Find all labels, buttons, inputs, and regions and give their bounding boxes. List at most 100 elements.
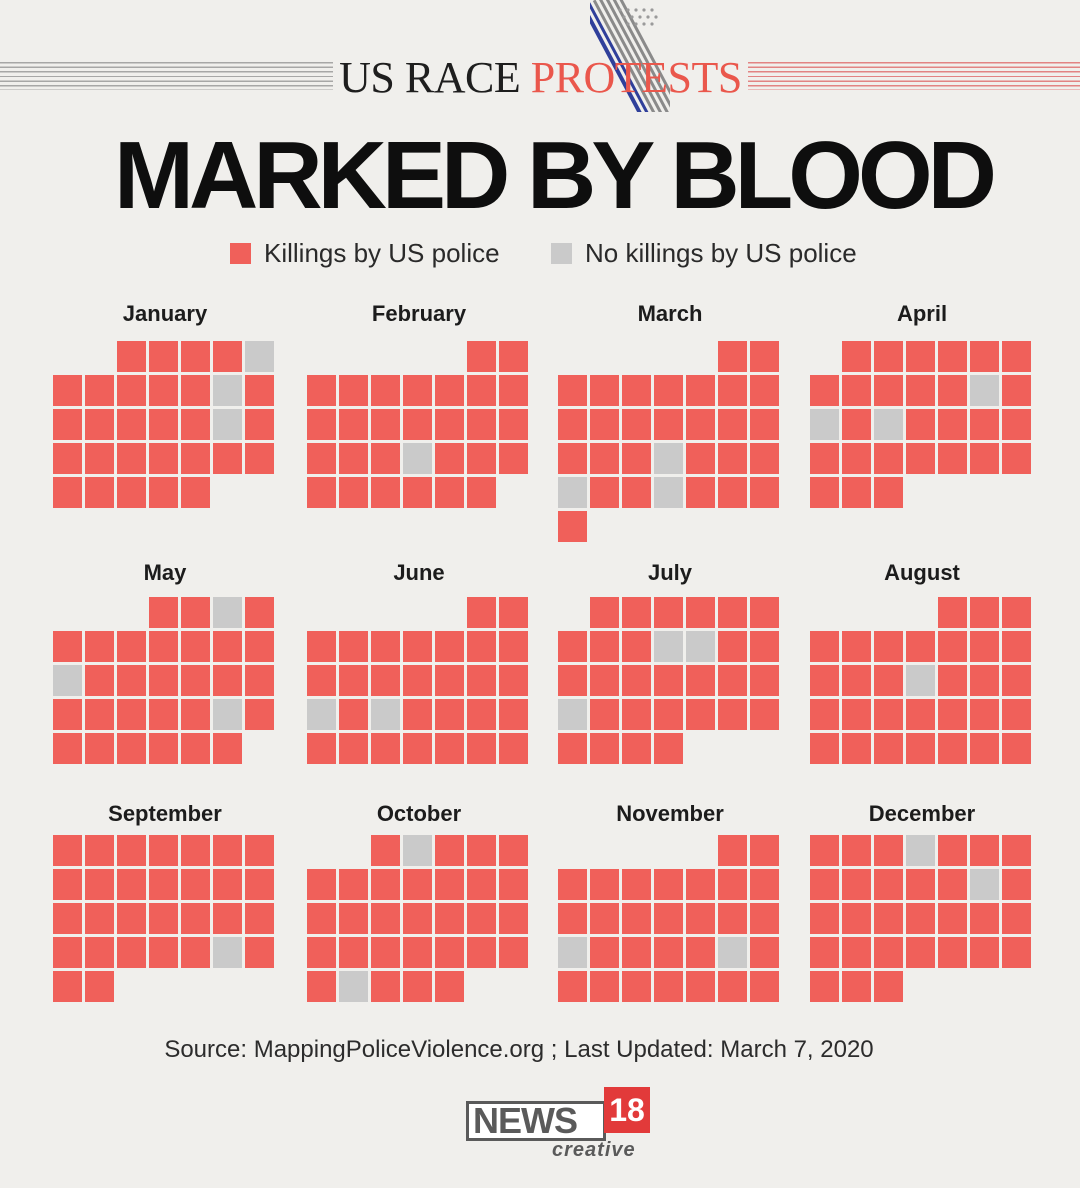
day-cell	[842, 665, 871, 696]
day-cell	[1002, 631, 1031, 662]
day-cell	[245, 835, 274, 866]
day-cell	[467, 443, 496, 474]
day-cell	[810, 869, 839, 900]
day-cell	[181, 443, 210, 474]
day-cell	[371, 971, 400, 1002]
day-cell	[622, 631, 651, 662]
day-cell	[339, 971, 368, 1002]
day-cell	[686, 937, 715, 968]
day-cell	[750, 477, 779, 508]
day-cell	[842, 903, 871, 934]
day-cell	[558, 443, 587, 474]
day-cell	[403, 443, 432, 474]
day-cell	[117, 341, 146, 372]
month-label: February	[371, 301, 467, 326]
day-cell	[435, 375, 464, 406]
day-cell	[307, 971, 336, 1002]
day-cell	[718, 699, 747, 730]
day-cell	[654, 665, 683, 696]
day-cell	[149, 665, 178, 696]
day-cell	[750, 699, 779, 730]
day-cell	[654, 971, 683, 1002]
news18-logo: NEWS 18 creative	[466, 1087, 656, 1167]
day-cell	[149, 903, 178, 934]
day-cell	[403, 665, 432, 696]
day-cell	[117, 665, 146, 696]
day-cell	[307, 733, 336, 764]
day-cell	[245, 699, 274, 730]
day-cell	[718, 937, 747, 968]
day-cell	[117, 835, 146, 866]
logo-sub: creative	[552, 1139, 636, 1161]
day-cell	[53, 903, 82, 934]
day-cell	[938, 937, 967, 968]
legend-swatch-killings	[230, 242, 251, 264]
day-cell	[339, 903, 368, 934]
day-cell	[842, 443, 871, 474]
day-cell	[1002, 443, 1031, 474]
day-cell	[842, 971, 871, 1002]
day-cell	[558, 409, 587, 440]
day-cell	[718, 835, 747, 866]
day-cell	[435, 409, 464, 440]
us-flag-stripes-icon	[590, 0, 670, 112]
month-label: July	[647, 560, 693, 585]
day-cell	[686, 477, 715, 508]
day-cell	[149, 699, 178, 730]
day-cell	[499, 597, 528, 628]
day-cell	[558, 733, 587, 764]
day-cell	[970, 903, 999, 934]
day-cell	[686, 971, 715, 1002]
header-lines-left	[0, 62, 333, 90]
day-cell	[467, 375, 496, 406]
day-cell	[938, 631, 967, 662]
day-cell	[622, 477, 651, 508]
day-cell	[467, 699, 496, 730]
day-cell	[245, 937, 274, 968]
day-cell	[53, 937, 82, 968]
day-cell	[403, 971, 432, 1002]
day-cell	[590, 477, 619, 508]
day-cell	[686, 631, 715, 662]
day-cell	[467, 477, 496, 508]
day-cell	[750, 631, 779, 662]
day-cell	[181, 835, 210, 866]
day-cell	[750, 597, 779, 628]
day-cell	[53, 835, 82, 866]
day-cell	[1002, 937, 1031, 968]
day-cell	[213, 597, 242, 628]
day-cell	[339, 699, 368, 730]
day-cell	[85, 699, 114, 730]
day-cell	[371, 869, 400, 900]
day-cell	[85, 733, 114, 764]
day-cell	[499, 733, 528, 764]
day-cell	[213, 937, 242, 968]
day-cell	[906, 341, 935, 372]
day-cell	[213, 903, 242, 934]
day-cell	[906, 631, 935, 662]
day-cell	[590, 971, 619, 1002]
day-cell	[842, 409, 871, 440]
day-cell	[810, 443, 839, 474]
day-cell	[1002, 835, 1031, 866]
day-cell	[117, 733, 146, 764]
day-cell	[149, 341, 178, 372]
day-cell	[938, 341, 967, 372]
logo-number: 18	[604, 1087, 650, 1133]
day-cell	[654, 937, 683, 968]
day-cell	[622, 665, 651, 696]
day-cell	[970, 937, 999, 968]
day-cell	[558, 903, 587, 934]
day-cell	[371, 477, 400, 508]
day-cell	[245, 597, 274, 628]
day-cell	[403, 937, 432, 968]
day-cell	[1002, 903, 1031, 934]
day-cell	[750, 341, 779, 372]
day-cell	[403, 835, 432, 866]
day-cell	[499, 699, 528, 730]
month-label: March	[637, 301, 703, 326]
day-cell	[842, 477, 871, 508]
day-cell	[558, 375, 587, 406]
day-cell	[874, 375, 903, 406]
day-cell	[718, 903, 747, 934]
